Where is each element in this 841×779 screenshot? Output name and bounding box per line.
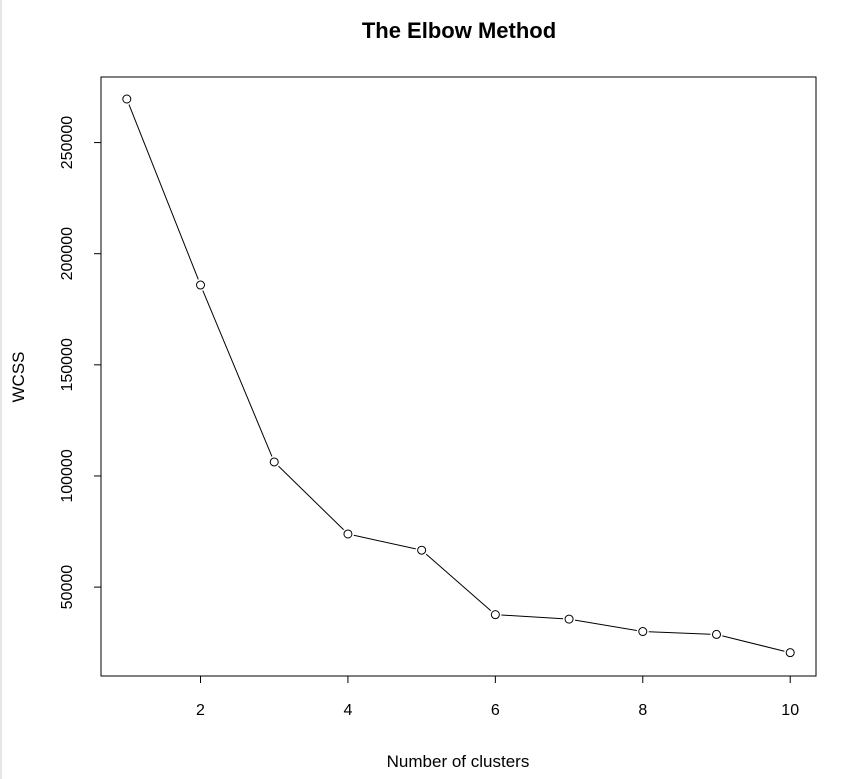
- series-line-segment: [574, 619, 637, 632]
- plot-frame: [100, 76, 817, 677]
- wcss-series-lines: [128, 104, 785, 652]
- data-point: [417, 545, 427, 555]
- data-point: [490, 610, 500, 620]
- x-axis-ticks: 2 4 6 8 10: [196, 676, 799, 719]
- series-line-segment: [353, 534, 416, 550]
- x-tick-label: 8: [638, 702, 647, 719]
- x-tick-label: 6: [491, 702, 500, 719]
- x-tick-label: 4: [343, 702, 352, 719]
- data-point: [711, 629, 721, 639]
- series-line-segment: [202, 290, 273, 457]
- y-tick-label: 150000: [59, 338, 76, 391]
- y-tick-label: 250000: [59, 116, 76, 169]
- left-edge-border: [0, 0, 2, 779]
- data-point: [343, 529, 353, 539]
- data-point: [564, 614, 574, 624]
- wcss-series-points: [122, 94, 795, 658]
- series-line-segment: [278, 465, 344, 531]
- y-tick-label: 200000: [59, 227, 76, 280]
- data-point: [196, 280, 206, 290]
- series-line-segment: [501, 614, 564, 620]
- series-line-segment: [128, 104, 199, 280]
- y-tick-label: 100000: [59, 449, 76, 502]
- y-axis-title: WCSS: [9, 352, 28, 403]
- data-point: [122, 94, 132, 104]
- data-point: [269, 457, 279, 467]
- data-point: [785, 648, 795, 658]
- chart-title: The Elbow Method: [362, 18, 556, 43]
- x-tick-label: 10: [781, 702, 799, 719]
- x-tick-label: 2: [196, 702, 205, 719]
- series-line-segment: [722, 635, 785, 652]
- series-line-segment: [425, 553, 492, 612]
- series-line-segment: [648, 631, 711, 635]
- y-tick-label: 50000: [59, 565, 76, 610]
- y-axis-ticks: 50000 100000 150000 200000 250000: [59, 116, 101, 610]
- data-point: [638, 627, 648, 637]
- x-axis-title: Number of clusters: [387, 752, 530, 771]
